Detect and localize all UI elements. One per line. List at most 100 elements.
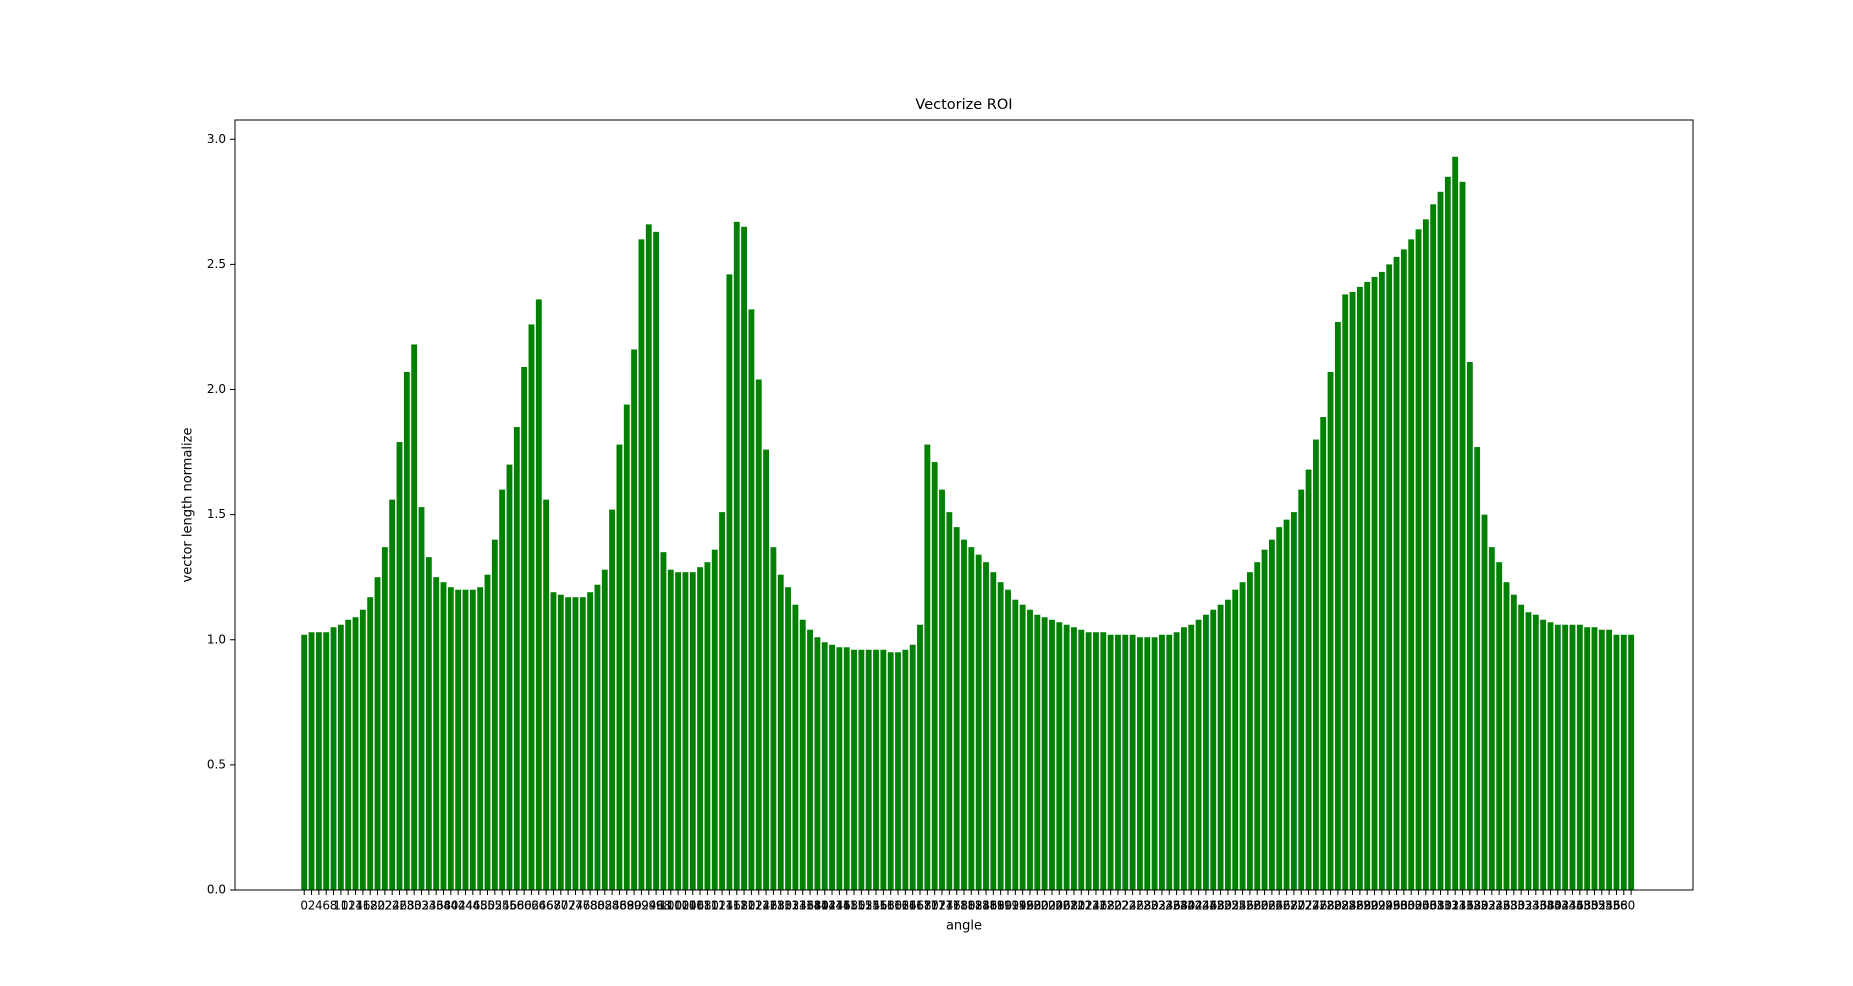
bar [1554, 624, 1561, 890]
x-tick-label: 264 [1260, 899, 1283, 913]
x-tick-label: 160 [879, 899, 902, 913]
bar [887, 652, 894, 890]
x-tick-label: 270 [1282, 899, 1305, 913]
bar [389, 499, 396, 890]
x-tick-label: 266 [1268, 899, 1291, 913]
y-tick-label: 0.0 [207, 883, 226, 897]
x-tick-label: 252 [1216, 899, 1239, 913]
x-tick-label: 192 [997, 899, 1020, 913]
bar [1049, 619, 1055, 890]
bar [1298, 489, 1305, 890]
bar [909, 644, 916, 890]
x-tick-label: 214 [1077, 899, 1100, 913]
x-tick-label: 176 [938, 899, 961, 913]
x-tick-label: 202 [1033, 899, 1056, 913]
bar [1481, 514, 1488, 890]
bar [1422, 219, 1429, 890]
bar [660, 552, 667, 890]
x-tick-label: 218 [1092, 899, 1115, 913]
x-tick-label: 334 [1517, 899, 1540, 913]
bar [359, 609, 366, 890]
x-tick-label: 140 [806, 899, 829, 913]
x-tick-label: 34 [421, 899, 436, 913]
x-tick-label: 4 [315, 899, 323, 913]
x-tick-label: 250 [1209, 899, 1232, 913]
bar [418, 507, 425, 890]
x-tick-label: 254 [1224, 899, 1247, 913]
x-tick-label: 142 [813, 899, 836, 913]
bar [374, 577, 381, 890]
bar [1254, 562, 1261, 890]
x-tick-label: 272 [1290, 899, 1313, 913]
bar [1547, 622, 1554, 890]
bar [506, 464, 513, 890]
x-tick-label: 258 [1238, 899, 1261, 913]
x-tick-label: 128 [762, 899, 785, 913]
bar [697, 567, 704, 890]
x-tick-label: 130 [769, 899, 792, 913]
x-tick-label: 346 [1561, 899, 1584, 913]
x-tick-label: 54 [495, 899, 510, 913]
x-tick-label: 220 [1099, 899, 1122, 913]
x-tick-label: 152 [850, 899, 873, 913]
bar [1144, 637, 1151, 890]
chart-title: Vectorize ROI [915, 97, 1012, 113]
x-tick-label: 42 [451, 899, 466, 913]
bar [1503, 582, 1510, 890]
bar [1444, 176, 1451, 891]
bar [1122, 634, 1129, 890]
bar [990, 572, 997, 890]
x-tick-label: 310 [1429, 899, 1452, 913]
x-tick-label: 114 [711, 899, 734, 913]
bar [1349, 291, 1356, 890]
bar [1562, 624, 1569, 890]
x-tick-label: 360 [1612, 899, 1635, 913]
x-tick-label: 304 [1407, 899, 1430, 913]
bar [1195, 619, 1202, 890]
x-tick-label: 146 [828, 899, 851, 913]
x-tick-label: 248 [1202, 899, 1225, 913]
x-tick-label: 10 [333, 899, 348, 913]
bar [1107, 634, 1114, 890]
bar [535, 299, 542, 890]
bar [799, 619, 806, 890]
x-tick-label: 132 [777, 899, 800, 913]
x-tick-label: 238 [1165, 899, 1188, 913]
bar [543, 499, 550, 890]
bar [675, 572, 682, 890]
bar [381, 547, 388, 890]
x-tick-label: 30 [407, 899, 422, 913]
x-tick-label: 276 [1304, 899, 1327, 913]
bar [1041, 617, 1048, 890]
bar [1400, 249, 1407, 890]
bar [1027, 609, 1033, 890]
bar [513, 427, 520, 890]
bar [631, 349, 638, 890]
bar [726, 274, 733, 890]
bar [667, 569, 674, 890]
x-tick-label: 22 [377, 899, 392, 913]
x-tick-label: 314 [1444, 899, 1467, 913]
x-tick-label: 166 [901, 899, 924, 913]
bar [528, 324, 535, 891]
bar [880, 649, 887, 890]
bar [1415, 229, 1422, 891]
x-tick-label: 80 [590, 899, 605, 913]
bar [1137, 637, 1143, 890]
bar [814, 637, 821, 890]
x-tick-label: 88 [619, 899, 634, 913]
bar [1591, 627, 1598, 890]
bar [565, 597, 572, 890]
x-tick-label: 188 [982, 899, 1005, 913]
bar [807, 629, 813, 890]
x-tick-label: 36 [429, 899, 444, 913]
x-tick-label: 198 [1019, 899, 1042, 913]
x-tick-label: 106 [681, 899, 704, 913]
x-tick-label: 100 [659, 899, 682, 913]
bar [785, 587, 791, 890]
bar [1078, 629, 1085, 890]
x-tick-label: 350 [1576, 899, 1599, 913]
bar [491, 539, 498, 890]
x-tick-label: 340 [1539, 899, 1562, 913]
x-tick-label: 280 [1319, 899, 1342, 913]
